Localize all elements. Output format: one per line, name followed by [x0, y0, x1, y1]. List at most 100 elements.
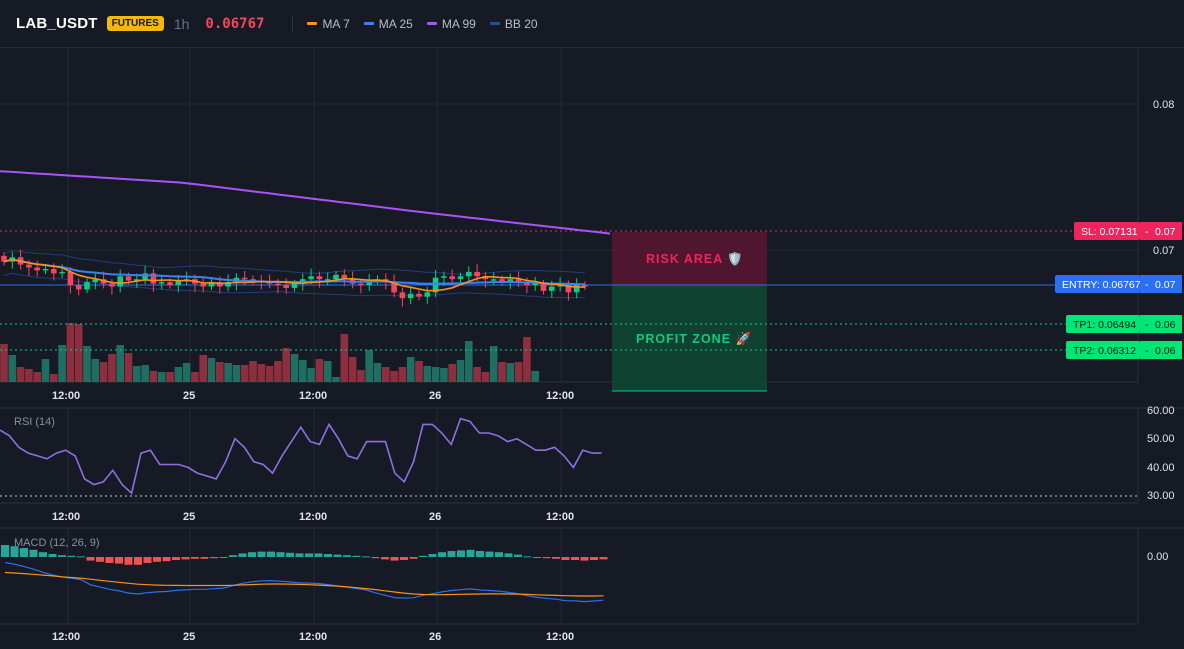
- candle-body-27: [225, 282, 231, 287]
- candle-body-58: [482, 276, 489, 280]
- ma99-swatch: [426, 22, 437, 25]
- candle-body-6: [51, 268, 57, 274]
- volume-bar-64: [531, 371, 539, 382]
- sl-axis-value: 0.07: [1155, 226, 1176, 238]
- macd-hist-bar-29: [276, 552, 285, 557]
- macd-time-tick-4: 12:00: [546, 631, 574, 643]
- bb20-swatch: [489, 22, 500, 25]
- candle-body-53: [441, 276, 447, 278]
- macd-hist-bar-63: [599, 557, 608, 560]
- volume-bar-53: [440, 368, 448, 382]
- volume-bar-31: [257, 364, 266, 382]
- rsi-tick-30: 30.00: [1147, 490, 1175, 502]
- rsi-tick-40: 40.00: [1147, 462, 1175, 474]
- candle-body-41: [341, 274, 348, 280]
- volume-bar-10: [83, 346, 91, 382]
- volume-bar-52: [431, 367, 440, 382]
- macd-hist-bar-27: [257, 551, 266, 557]
- legend-bb20-label: BB 20: [504, 16, 538, 31]
- macd-hist-bar-45: [428, 554, 437, 557]
- candle-body-51: [424, 292, 431, 297]
- macd-hist-bar-59: [561, 557, 570, 560]
- macd-hist-bar-1: [10, 546, 19, 557]
- macd-hist-bar-6: [58, 555, 66, 557]
- volume-bar-11: [91, 359, 100, 382]
- candle-body-63: [524, 282, 530, 286]
- volume-bar-58: [481, 372, 490, 382]
- candle-body-70: [582, 285, 588, 287]
- candle-body-8: [67, 271, 74, 286]
- sl-axis-label: -: [1145, 226, 1149, 238]
- candle-body-55: [457, 276, 464, 280]
- volume-bar-26: [216, 362, 224, 382]
- macd-hist-bar-0: [1, 545, 9, 557]
- candle-body-19: [158, 282, 165, 284]
- macd-hist-bar-28: [267, 551, 275, 557]
- volume-bar-29: [240, 365, 249, 382]
- volume-bar-35: [290, 354, 299, 382]
- macd-hist-bar-39: [371, 557, 380, 559]
- candle-body-59: [490, 279, 497, 281]
- timeframe-label[interactable]: 1h: [173, 15, 190, 32]
- volume-bar-16: [133, 366, 141, 382]
- tp2-axis-dash: -: [1145, 345, 1149, 357]
- legend-ma25[interactable]: MA 25: [363, 17, 413, 31]
- macd-hist-bar-60: [571, 557, 579, 560]
- macd-histogram: [1, 545, 608, 565]
- sl-axis-pill: [1140, 222, 1182, 240]
- volume-bar-4: [33, 372, 41, 382]
- volume-bar-47: [390, 371, 398, 382]
- chart-header: LAB_USDT FUTURES 1h 0.06767 MA 7 MA 25 M…: [0, 0, 1184, 48]
- candle-body-56: [466, 271, 472, 277]
- macd-hist-bar-36: [343, 555, 351, 557]
- candle-body-44: [366, 280, 372, 286]
- candle-body-3: [26, 264, 32, 268]
- macd-hist-bar-46: [438, 552, 446, 557]
- entry-pill[interactable]: [1055, 275, 1140, 293]
- volume-bar-46: [382, 367, 390, 382]
- risk-area-zone: [612, 232, 767, 285]
- symbol-name[interactable]: LAB_USDT: [16, 15, 98, 32]
- volume-bars: [0, 323, 539, 382]
- tp2-pill[interactable]: [1066, 341, 1140, 359]
- candle-body-67: [557, 285, 563, 287]
- volume-bar-21: [174, 367, 183, 382]
- candle-body-18: [150, 273, 157, 284]
- sl-pill-label: SL: 0.07131: [1081, 226, 1138, 238]
- macd-hist-bar-33: [314, 553, 323, 557]
- candle-body-66: [549, 286, 555, 291]
- macd-line: [4, 561, 604, 603]
- volume-bar-13: [108, 354, 116, 382]
- legend-ma99[interactable]: MA 99: [426, 16, 476, 31]
- legend-ma99-label: MA 99: [441, 16, 476, 31]
- rsi-line: [0, 417, 602, 495]
- macd-time-tick-1: 25: [183, 631, 195, 643]
- tp1-pill[interactable]: [1066, 315, 1140, 333]
- macd-hist-bar-43: [409, 557, 418, 559]
- volume-bar-36: [299, 360, 307, 382]
- volume-bar-8: [66, 323, 75, 382]
- sl-pill[interactable]: [1074, 222, 1140, 240]
- rsi-time-tick-3: 26: [429, 511, 441, 523]
- volume-bar-14: [116, 345, 124, 382]
- macd-hist-bar-14: [134, 557, 142, 565]
- tp1-axis-pill: [1140, 315, 1182, 333]
- volume-bar-55: [456, 360, 465, 382]
- macd-hist-bar-17: [162, 557, 171, 562]
- volume-bar-57: [473, 367, 481, 382]
- legend-ma7[interactable]: MA 7: [307, 17, 350, 31]
- macd-hist-bar-35: [333, 554, 342, 557]
- candle-body-24: [200, 283, 206, 287]
- candle-body-16: [134, 279, 140, 281]
- macd-time-tick-0: 12:00: [52, 631, 80, 643]
- legend-bb20[interactable]: BB 20: [489, 16, 538, 31]
- macd-hist-bar-48: [457, 550, 465, 557]
- signal-line: [4, 571, 604, 597]
- volume-bar-2: [16, 367, 25, 382]
- price-tick-0: 0.08: [1153, 99, 1174, 111]
- macd-hist-bar-20: [191, 557, 199, 559]
- time-tick-1: 25: [183, 390, 195, 402]
- volume-bar-45: [373, 363, 382, 382]
- candle-body-20: [167, 282, 173, 286]
